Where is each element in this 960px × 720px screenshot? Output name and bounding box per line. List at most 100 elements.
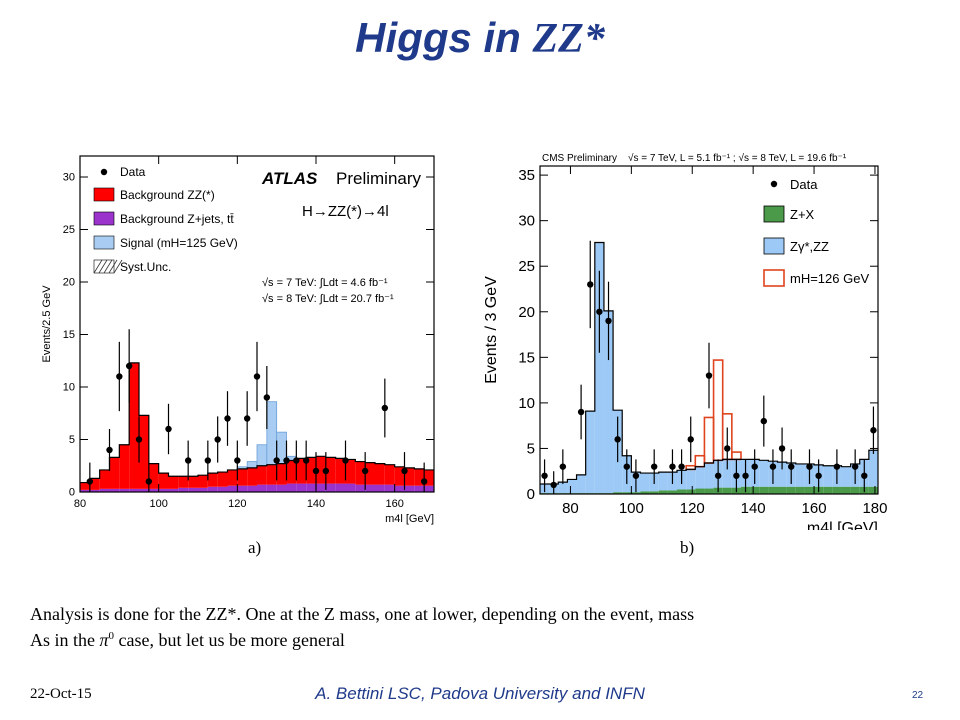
atlas-lumi-8tev: √s = 8 TeV: ∫Ldt = 20.7 fb⁻¹ xyxy=(262,293,394,305)
bin-bkg_zjets xyxy=(286,483,297,492)
bin-bkg_zx xyxy=(686,489,696,494)
x-tick-label: 180 xyxy=(862,500,887,517)
x-tick-label: 140 xyxy=(741,500,766,517)
data-point xyxy=(833,463,841,470)
bin-bkg_zjets xyxy=(119,488,130,492)
bin-bkg_zz xyxy=(823,465,833,487)
bin-bkg_zjets xyxy=(306,483,316,492)
y-axis-label: Events/2.5 GeV xyxy=(41,285,53,363)
x-axis-label: m4l [GeV] xyxy=(385,513,434,525)
legend-syst-hatch xyxy=(98,259,108,274)
bin-bkg_zz xyxy=(227,469,238,486)
bin-bkg_zz xyxy=(168,476,179,489)
data-point xyxy=(184,457,192,464)
background-outline xyxy=(80,362,434,484)
bin-bkg_zx xyxy=(786,486,796,494)
bin-signal xyxy=(266,401,278,466)
legend-zx-label: Z+X xyxy=(790,207,815,222)
bin-bkg_zjets xyxy=(414,485,425,492)
bin-bkg_zz xyxy=(109,457,120,489)
bin-bkg_zjets xyxy=(158,488,169,492)
y-tick-label: 10 xyxy=(518,395,535,412)
legend-syst-hatch xyxy=(108,259,118,274)
bin-bkg_zz xyxy=(795,463,805,487)
data-point xyxy=(420,478,428,485)
legend-data-marker xyxy=(100,168,108,176)
bin-bkg_zjets xyxy=(394,485,405,492)
y-tick-label: 35 xyxy=(518,167,535,184)
data-point xyxy=(596,308,603,315)
data-point xyxy=(224,415,231,422)
x-axis-label: m4l [GeV] xyxy=(807,520,878,530)
bin-bkg_zjets xyxy=(89,489,100,492)
legend-signal-label: Signal (mH=125 GeV) xyxy=(120,236,238,250)
bin-bkg_zx xyxy=(823,486,833,494)
bin-bkg_zjets xyxy=(365,484,375,492)
bin-bkg_zz xyxy=(384,464,395,485)
data-point xyxy=(550,481,557,489)
bin-signal xyxy=(712,359,724,462)
bin-bkg_zz xyxy=(266,464,277,485)
x-tick-label: 140 xyxy=(307,498,325,510)
bin-bkg_zz xyxy=(603,310,614,494)
footer-date: 22-Oct-15 xyxy=(30,686,92,702)
bin-bkg_zjets xyxy=(257,484,267,492)
bin-bkg_zz xyxy=(276,463,287,485)
bin-bkg_zx xyxy=(868,486,878,494)
data-point xyxy=(559,463,567,470)
bin-bkg_zz xyxy=(722,459,732,488)
x-tick-label: 100 xyxy=(619,500,644,517)
caption-b: b) xyxy=(680,538,695,557)
legend-zx-swatch xyxy=(763,205,785,223)
bin-bkg_zz xyxy=(237,468,248,486)
bin-bkg_zjets xyxy=(237,485,248,492)
footer-author: A. Bettini LSC, Padova University and IN… xyxy=(315,684,645,703)
bin-bkg_zx xyxy=(631,492,641,494)
data-point xyxy=(204,457,212,464)
bin-bkg_zx xyxy=(704,488,714,494)
data-point xyxy=(541,472,548,479)
legend-syst-hatch xyxy=(103,259,113,274)
bin-bkg_zx xyxy=(677,489,687,494)
data-point xyxy=(861,472,868,479)
bin-bkg_zjets xyxy=(207,486,218,492)
atlas-experiment: ATLAS xyxy=(261,169,318,188)
bin-bkg_zz xyxy=(139,415,149,489)
bin-bkg_zz xyxy=(695,466,705,489)
data-point xyxy=(714,472,722,479)
background-outline xyxy=(540,241,878,485)
bin-bkg_zjets xyxy=(148,488,159,492)
bin-bkg_zjets xyxy=(296,483,307,492)
x-tick-label: 120 xyxy=(228,498,246,510)
bin-bkg_zz xyxy=(335,458,346,484)
bin-bkg_zz xyxy=(286,460,297,484)
bin-bkg_zjets xyxy=(80,489,90,492)
bin-bkg_zz xyxy=(424,469,434,486)
bin-bkg_zz xyxy=(158,473,169,489)
bin-bkg_zjets xyxy=(109,488,120,492)
data-point xyxy=(253,373,261,380)
y-tick-label: 0 xyxy=(527,486,535,503)
plot-frame xyxy=(539,165,879,495)
y-tick-label: 15 xyxy=(63,329,75,341)
legend-signal-label: mH=126 GeV xyxy=(790,271,869,286)
bin-signal xyxy=(703,416,715,464)
data-point xyxy=(705,372,713,379)
bin-bkg_zjets xyxy=(316,483,326,492)
bin-bkg_zjets xyxy=(188,487,198,492)
data-point xyxy=(851,463,859,470)
bin-bkg_zjets xyxy=(266,484,277,492)
data-point xyxy=(687,436,694,443)
y-tick-label: 0 xyxy=(69,487,75,499)
legend-syst-hatch xyxy=(93,259,103,274)
data-point xyxy=(293,457,300,464)
bin-bkg_zz xyxy=(99,469,110,489)
bin-bkg_zz xyxy=(148,463,159,489)
bin-bkg_zz xyxy=(365,462,375,485)
cms-lumi: √s = 7 TeV, L = 5.1 fb⁻¹ ; √s = 8 TeV, L… xyxy=(628,152,847,164)
bin-bkg_zx xyxy=(850,486,860,494)
bin-bkg_zjets xyxy=(227,485,238,492)
bin-bkg_zx xyxy=(613,492,623,494)
bin-bkg_zx xyxy=(804,486,815,494)
data-point xyxy=(760,417,768,425)
